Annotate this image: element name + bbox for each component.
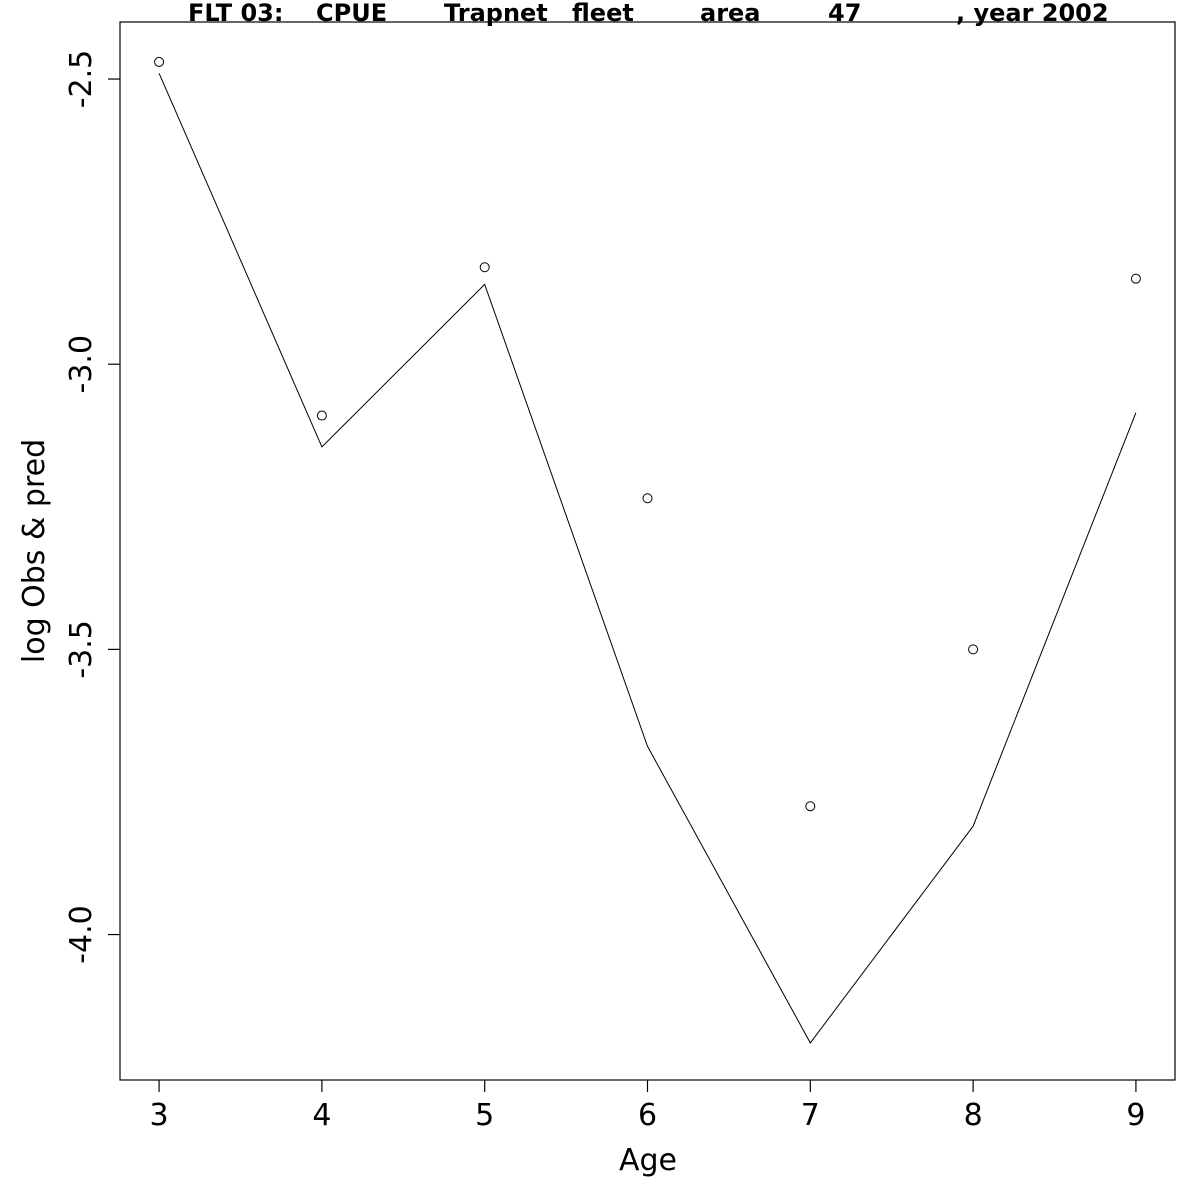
plot-frame [119,21,1176,1081]
chart-title-part: area [700,0,761,27]
x-tick-label: 7 [801,1098,820,1133]
chart-title-part: Trapnet [444,0,548,27]
observed-point [968,644,979,655]
chart-title-part: 47 [828,0,861,27]
x-tick-label: 9 [1126,1098,1145,1133]
observed-point [642,493,653,504]
x-axis: 3 4 5 6 7 8 9 [150,1080,1145,1133]
observed-point [805,801,816,812]
y-tick-label: -2.5 [64,50,99,109]
x-tick-label: 4 [312,1098,331,1133]
x-tick-label: 6 [638,1098,657,1133]
predicted-series [158,73,1137,1044]
x-tick-label: 3 [150,1098,169,1133]
chart-title-part: , year 2002 [956,0,1109,27]
predicted-line [158,73,1137,1044]
x-axis-label: Age [619,1143,677,1178]
observed-point [316,410,327,421]
x-tick-label: 5 [475,1098,494,1133]
x-tick-label: 8 [964,1098,983,1133]
observed-series [154,56,1141,812]
observed-point [1130,273,1141,284]
chart-title-part: CPUE [316,0,387,27]
y-tick-label: -4.0 [64,905,99,964]
observed-point [479,262,490,273]
observed-point [154,56,165,67]
y-tick-label: -3.5 [64,620,99,679]
y-axis: -2.5 -3.0 -3.5 -4.0 [64,50,120,964]
y-axis-label: log Obs & pred [17,439,52,663]
y-tick-label: -3.0 [64,335,99,394]
chart-title-part: FLT 03: [188,0,283,27]
chart-title: FLT 03: CPUE Trapnet fleet area 47 , year 2002 [188,0,1109,27]
chart-title-part: fleet [572,0,634,27]
